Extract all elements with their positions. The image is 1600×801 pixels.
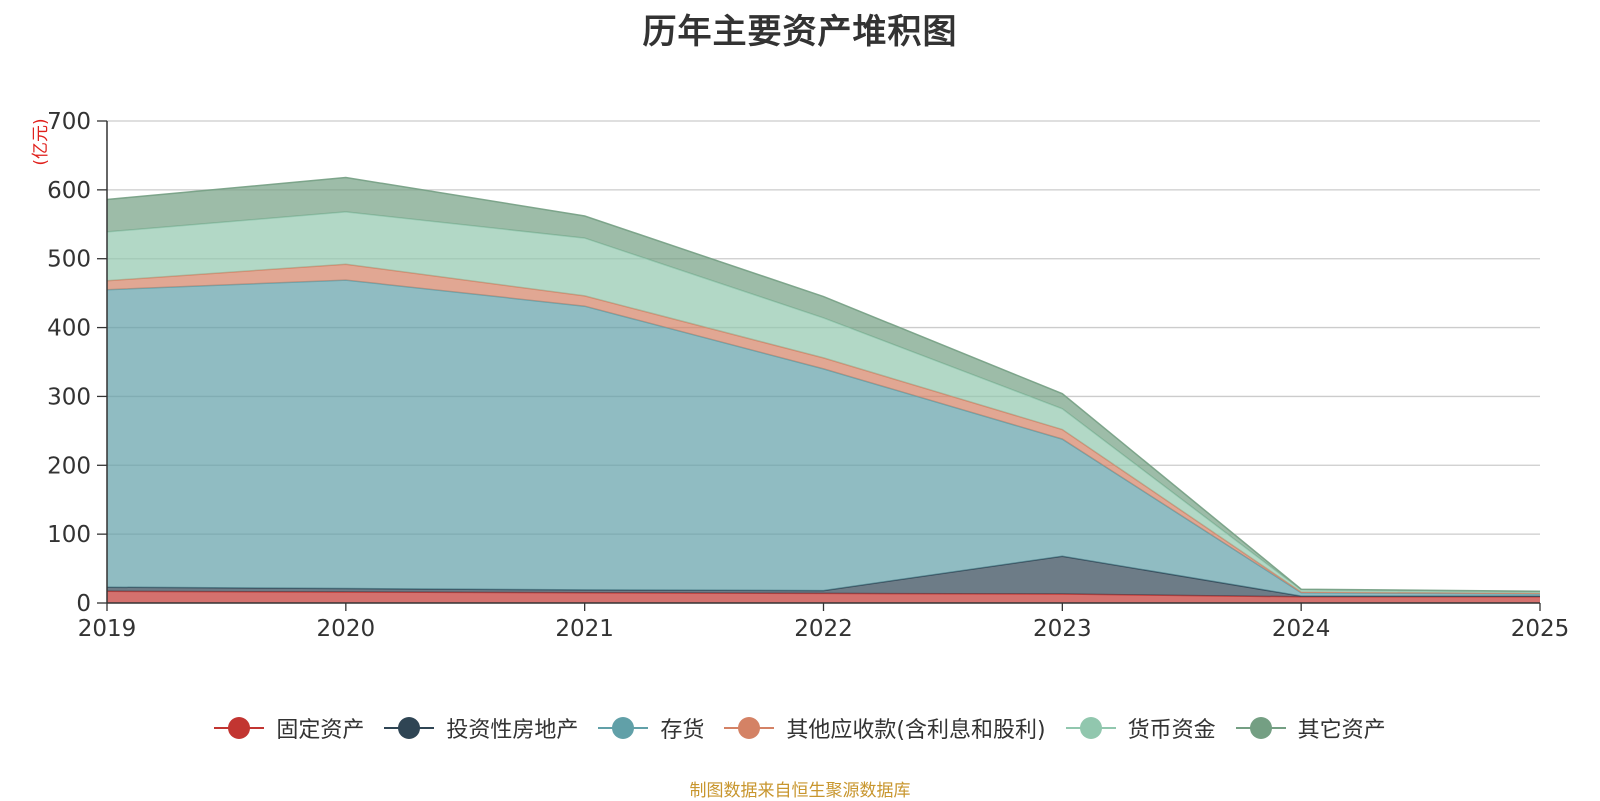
y-tick-label: 100: [47, 522, 91, 548]
x-tick-label: 2020: [317, 616, 376, 642]
area-series-0: [107, 591, 1540, 603]
series-areas: [106, 176, 1541, 603]
legend-label: 固定资产: [276, 718, 365, 743]
legend-swatch-icon: [1065, 716, 1116, 740]
y-tick-label: 0: [76, 591, 91, 617]
legend-item[interactable]: 投资性房地产: [384, 712, 578, 744]
y-tick-labels: 0 100 200 300 400 500 600 700: [47, 109, 91, 617]
legend-swatch-icon: [598, 716, 649, 740]
legend-label: 其他应收款(含利息和股利): [786, 718, 1046, 743]
legend-swatch-icon: [724, 716, 775, 740]
y-tick-label: 200: [47, 453, 91, 479]
x-tick-labels: 2019 2020 2021 2022 2023 2024 2025: [78, 603, 1570, 642]
legend: 固定资产 投资性房地产 存货 其他应收款(含利息和股利) 货币资金 其它资产: [0, 712, 1600, 744]
x-tick-label: 2025: [1511, 616, 1570, 642]
y-tick-label: 500: [47, 247, 91, 273]
y-tick-label: 600: [47, 178, 91, 204]
data-source-note: 制图数据来自恒生聚源数据库: [689, 781, 911, 801]
legend-swatch-icon: [384, 716, 435, 740]
legend-swatch-icon: [214, 716, 265, 740]
legend-item[interactable]: 固定资产: [214, 712, 364, 744]
y-tick-label: 700: [47, 109, 91, 135]
area-series-1: [107, 556, 1540, 597]
y-axis-unit-label: (亿元): [31, 118, 51, 165]
chart-title: 历年主要资产堆积图: [642, 12, 958, 52]
area-series-line-5: [106, 176, 1541, 593]
area-series-2: [107, 280, 1540, 597]
area-series-4: [107, 211, 1540, 594]
legend-swatch-icon: [1235, 716, 1286, 740]
y-tick-label: 300: [47, 384, 91, 410]
y-tick-label: 400: [47, 316, 91, 342]
x-tick-label: 2022: [794, 616, 853, 642]
legend-item[interactable]: 其它资产: [1235, 712, 1386, 744]
legend-label: 投资性房地产: [446, 718, 579, 743]
legend-label: 货币资金: [1127, 718, 1216, 743]
legend-label: 其它资产: [1297, 718, 1386, 743]
legend-item[interactable]: 存货: [598, 712, 704, 744]
area-series-5: [107, 177, 1540, 592]
x-tick-label: 2023: [1033, 616, 1092, 642]
x-tick-label: 2024: [1272, 616, 1331, 642]
x-tick-label: 2021: [555, 616, 614, 642]
legend-item[interactable]: 货币资金: [1065, 712, 1216, 744]
legend-item[interactable]: 其他应收款(含利息和股利): [724, 712, 1046, 744]
legend-label: 存货: [660, 718, 705, 743]
x-tick-label: 2019: [78, 616, 137, 642]
